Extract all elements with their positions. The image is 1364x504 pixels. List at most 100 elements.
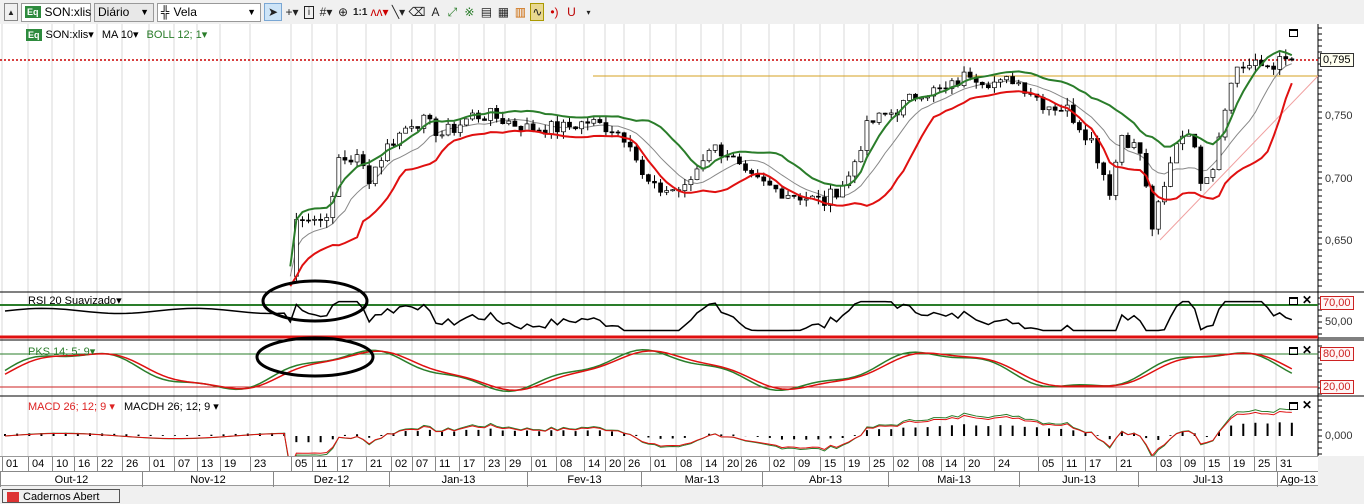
candle xyxy=(816,195,821,198)
candle xyxy=(463,118,469,126)
date-tick: 17 xyxy=(1085,457,1116,471)
candle xyxy=(979,81,985,86)
line-tool-icon[interactable]: ╲▾ xyxy=(391,5,406,19)
chart-type-select[interactable]: ╬ Vela ▼ xyxy=(157,2,261,22)
candle xyxy=(585,121,591,124)
date-tick: 20 xyxy=(605,457,624,471)
info-icon[interactable]: i xyxy=(302,3,316,21)
candle xyxy=(664,190,669,193)
fibonacci-icon[interactable]: ⤢ xyxy=(447,4,458,19)
close-rsi-icon[interactable]: ✕ xyxy=(1302,293,1313,307)
maximize-price-icon[interactable] xyxy=(1289,29,1298,37)
candle xyxy=(1004,76,1009,81)
pattern-icon[interactable]: ※ xyxy=(464,5,475,19)
candle xyxy=(573,126,578,130)
candle xyxy=(1083,129,1088,141)
date-tick: 22 xyxy=(97,457,122,471)
date-tick: 15 xyxy=(820,457,844,471)
close-macd-icon[interactable]: ✕ xyxy=(1302,398,1313,412)
chart-canvas[interactable] xyxy=(0,24,1364,456)
ma-legend[interactable]: MA 10▾ xyxy=(101,29,139,41)
symbol-legend[interactable]: Eq SON:xlis▾ xyxy=(26,29,94,41)
toolbar: ▲ Eq SON:xlis Diário ▼ ╬ Vela ▼ ➤ +▾ i #▾ ⊕ … xyxy=(0,0,1364,24)
candle xyxy=(579,121,585,130)
crosshair-icon[interactable]: +▾ xyxy=(285,5,299,19)
macdh-label[interactable]: MACDH 26; 12; 9 ▾ xyxy=(124,401,219,413)
pointer-icon[interactable]: ➤ xyxy=(264,3,282,21)
one-to-one-icon[interactable]: 1:1 xyxy=(353,6,368,18)
candle xyxy=(488,108,493,121)
boll-legend[interactable]: BOLL 12; 1▾ xyxy=(146,29,208,41)
candle xyxy=(360,154,366,167)
candle xyxy=(1131,142,1137,148)
date-tick: 20 xyxy=(964,457,994,471)
candle xyxy=(597,119,603,123)
collapse-button[interactable]: ▲ xyxy=(4,3,18,21)
pks-high-label: 80,00 xyxy=(1320,347,1354,361)
rsi-line xyxy=(4,300,1293,332)
overflow-icon[interactable]: ▾ xyxy=(586,7,591,17)
date-tick: 23 xyxy=(484,457,505,471)
candle xyxy=(1010,76,1015,85)
period-select[interactable]: Diário ▼ xyxy=(94,2,154,22)
candle xyxy=(1210,169,1216,178)
candle xyxy=(342,157,348,161)
symbol-input[interactable]: Eq SON:xlis xyxy=(21,2,91,22)
zoom-icon[interactable]: ⊕ xyxy=(337,5,349,19)
candle xyxy=(743,163,748,171)
candle xyxy=(366,165,372,184)
date-tick: 01 xyxy=(149,457,174,471)
grid-icon[interactable]: #▾ xyxy=(319,5,333,19)
indicator2-icon[interactable]: ∿ xyxy=(530,3,545,21)
annotation-ellipse xyxy=(261,279,369,323)
date-tick: 14 xyxy=(701,457,723,471)
pks-d-line xyxy=(4,350,1293,392)
template-icon[interactable]: ▦ xyxy=(497,5,510,19)
candle xyxy=(615,131,621,134)
candle xyxy=(840,185,846,198)
candle xyxy=(767,180,773,186)
close-pks-icon[interactable]: ✕ xyxy=(1302,343,1313,357)
date-tick: 08 xyxy=(918,457,941,471)
candle xyxy=(888,112,894,115)
candle xyxy=(1143,152,1149,187)
text-tool-icon[interactable]: A xyxy=(431,5,440,19)
date-tick: 02 xyxy=(769,457,794,471)
macd-label[interactable]: MACD 26; 12; 9 ▾ xyxy=(28,401,115,413)
candle xyxy=(876,112,882,123)
candle xyxy=(336,157,342,197)
indicator-icon[interactable]: ʌʌ▾ xyxy=(370,5,389,19)
month-label: Dez-12 xyxy=(273,471,389,487)
date-tick: 01 xyxy=(650,457,676,471)
candle xyxy=(1240,66,1246,69)
candle xyxy=(482,118,487,121)
candle xyxy=(548,121,554,135)
plot-bg xyxy=(0,24,1318,456)
sound-icon[interactable]: •) xyxy=(550,5,559,19)
candle xyxy=(512,120,518,127)
date-tick: 02 xyxy=(391,457,412,471)
eraser-icon[interactable]: ⌫ xyxy=(408,5,426,19)
candle xyxy=(1198,146,1204,184)
maximize-pks-icon[interactable] xyxy=(1289,347,1298,355)
rsi-mid-label: 50,00 xyxy=(1325,316,1353,328)
candle xyxy=(1107,174,1113,196)
date-tick: 15 xyxy=(1204,457,1229,471)
date-tick: 04 xyxy=(28,457,52,471)
candle xyxy=(1101,162,1107,175)
candle xyxy=(1192,133,1198,148)
price-tick: 0,700 xyxy=(1325,173,1353,185)
month-label: Abr-13 xyxy=(762,471,888,487)
candle xyxy=(712,144,718,151)
rsi-label[interactable]: RSI 20 Suavizado▾ xyxy=(28,295,122,307)
paste-icon[interactable]: ▤ xyxy=(480,5,493,19)
template2-icon[interactable]: ▥ xyxy=(514,5,527,19)
magnet-icon[interactable]: U xyxy=(567,5,576,19)
candle xyxy=(694,168,700,180)
maximize-macd-icon[interactable] xyxy=(1289,402,1298,410)
date-tick: 21 xyxy=(366,457,391,471)
bottom-tab[interactable]: Cadernos Abert xyxy=(2,489,120,503)
pks-label[interactable]: PKS 14; 5; 9▾ xyxy=(28,346,96,358)
chart-area[interactable]: Eq SON:xlis▾ MA 10▾ BOLL 12; 1▾ RSI 20 Su… xyxy=(0,24,1364,456)
maximize-rsi-icon[interactable] xyxy=(1289,297,1298,305)
